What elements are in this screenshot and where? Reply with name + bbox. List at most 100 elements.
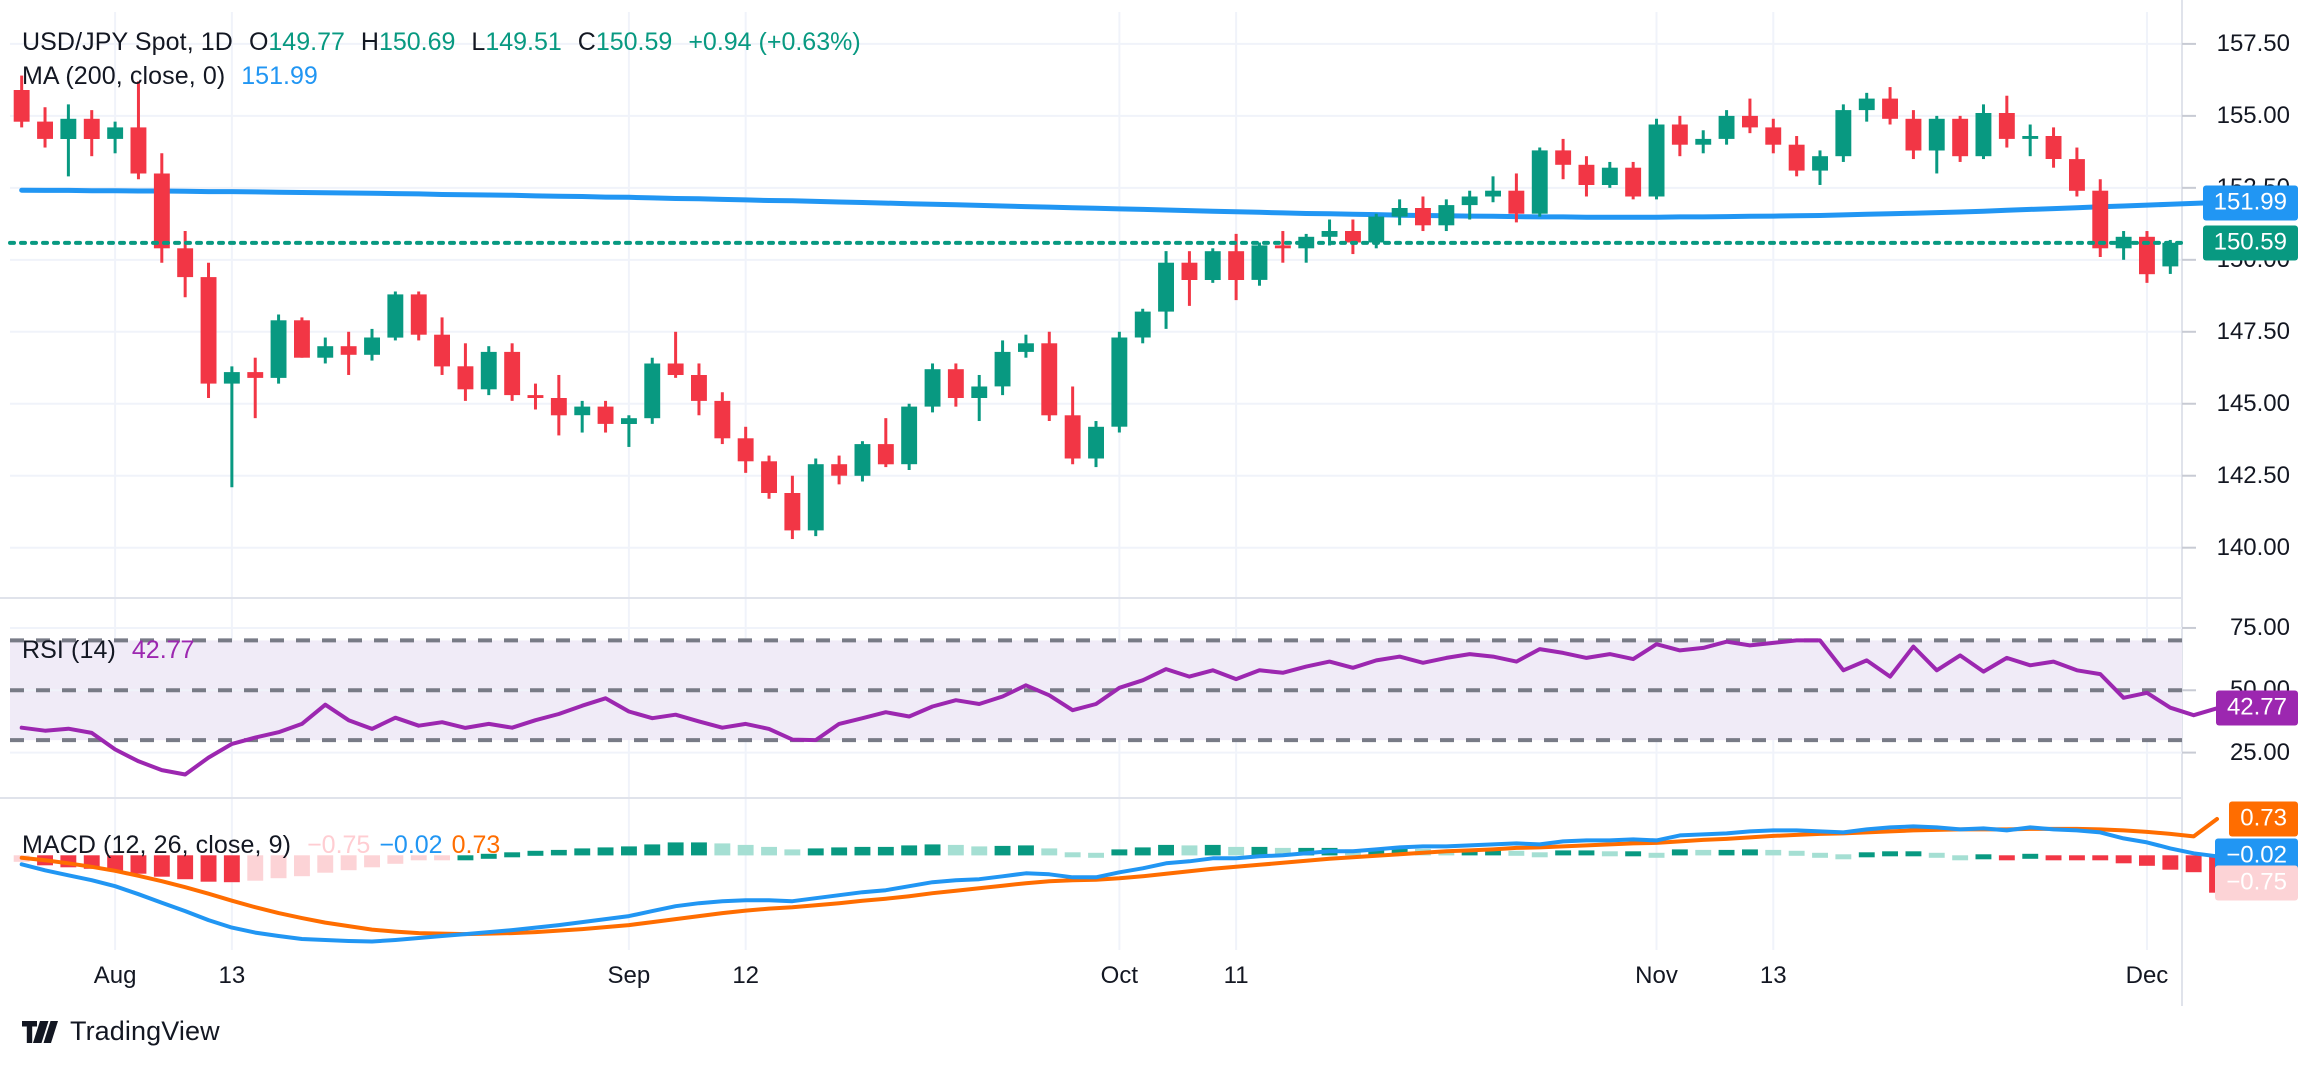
- candle-body[interactable]: [1578, 164, 1595, 185]
- candle-body[interactable]: [1695, 138, 1712, 145]
- candle-body[interactable]: [737, 438, 754, 462]
- candle-body[interactable]: [1438, 205, 1455, 226]
- candle-body[interactable]: [1905, 118, 1922, 151]
- candle-body[interactable]: [2022, 136, 2039, 139]
- candle-body[interactable]: [1788, 144, 1805, 171]
- ma-legend-row[interactable]: MA (200, close, 0) 151.99: [22, 62, 861, 91]
- candle-body[interactable]: [714, 400, 731, 439]
- candle-body[interactable]: [1274, 245, 1291, 249]
- candle-body[interactable]: [1251, 245, 1268, 280]
- candle-body[interactable]: [2139, 236, 2155, 275]
- candle-body[interactable]: [597, 406, 614, 424]
- candle-body[interactable]: [223, 372, 240, 384]
- candle-body[interactable]: [1812, 156, 1828, 171]
- candle-body[interactable]: [971, 386, 988, 399]
- macd-indicator-label[interactable]: MACD (12, 26, close, 9): [22, 831, 292, 859]
- rsi-value-badge[interactable]: 42.77: [2215, 690, 2298, 726]
- candle-body[interactable]: [1345, 231, 1361, 243]
- candle-body[interactable]: [2092, 190, 2109, 249]
- candle-body[interactable]: [60, 118, 77, 139]
- candle-body[interactable]: [924, 369, 941, 407]
- candle-body[interactable]: [807, 464, 824, 531]
- candle-body[interactable]: [1134, 311, 1151, 338]
- candle-body[interactable]: [1415, 208, 1431, 226]
- rsi-indicator-label[interactable]: RSI (14): [22, 636, 116, 664]
- candle-body[interactable]: [410, 294, 427, 335]
- tradingview-footer-logo[interactable]: TradingView: [22, 1016, 220, 1047]
- candle-body[interactable]: [854, 444, 871, 476]
- candle-body[interactable]: [107, 127, 124, 139]
- candle-body[interactable]: [1671, 124, 1688, 145]
- candle-body[interactable]: [1648, 124, 1665, 197]
- candle-body[interactable]: [317, 346, 334, 358]
- macd-pane-legend[interactable]: MACD (12, 26, close, 9) −0.75 −0.02 0.73: [22, 831, 500, 860]
- candle-body[interactable]: [1601, 167, 1618, 185]
- candle-body[interactable]: [1204, 251, 1221, 280]
- candle-body[interactable]: [994, 351, 1011, 387]
- candle-body[interactable]: [1018, 343, 1034, 352]
- candle-body[interactable]: [247, 372, 264, 378]
- candle-body[interactable]: [1321, 231, 1338, 237]
- candle-body[interactable]: [1975, 113, 1992, 157]
- price-legend-row-ohlc[interactable]: USD/JPY Spot, 1D O149.77 H150.69 L149.51 C15…: [22, 28, 861, 57]
- candle-body[interactable]: [1835, 110, 1852, 157]
- candle-body[interactable]: [691, 375, 707, 401]
- candle-body[interactable]: [621, 418, 637, 424]
- candle-body[interactable]: [387, 294, 404, 338]
- candle-body[interactable]: [364, 337, 380, 355]
- candle-body[interactable]: [504, 351, 521, 396]
- candle-body[interactable]: [761, 461, 777, 493]
- symbol-title[interactable]: USD/JPY Spot, 1D: [22, 28, 233, 56]
- right-price-scale[interactable]: 157.50155.00152.50150.00147.50145.00142.…: [2182, 0, 2304, 1066]
- candle-body[interactable]: [1228, 251, 1245, 280]
- candle-body[interactable]: [200, 277, 217, 384]
- candle-body[interactable]: [177, 248, 194, 278]
- candle-body[interactable]: [1368, 216, 1385, 243]
- candle-body[interactable]: [1952, 118, 1969, 157]
- candle-body[interactable]: [1998, 113, 2015, 139]
- candle-body[interactable]: [1111, 337, 1128, 427]
- rsi-pane-legend[interactable]: RSI (14) 42.77: [22, 636, 194, 665]
- candle-body[interactable]: [434, 334, 450, 367]
- candle-body[interactable]: [667, 363, 684, 376]
- candle-body[interactable]: [1882, 98, 1898, 119]
- candle-body[interactable]: [1765, 127, 1782, 145]
- candle-body[interactable]: [270, 320, 287, 378]
- ma-indicator-label[interactable]: MA (200, close, 0): [22, 62, 226, 90]
- candle-body[interactable]: [1391, 208, 1408, 217]
- macd-signal-badge[interactable]: 0.73: [2229, 801, 2298, 837]
- candle-body[interactable]: [83, 118, 100, 139]
- candle-body[interactable]: [153, 173, 170, 249]
- candle-body[interactable]: [1088, 426, 1104, 459]
- candle-body[interactable]: [2162, 242, 2179, 267]
- candle-body[interactable]: [831, 464, 848, 476]
- candle-body[interactable]: [457, 366, 474, 390]
- last-price-badge[interactable]: 150.59: [2202, 225, 2298, 261]
- candle-body[interactable]: [784, 493, 801, 531]
- candle-body[interactable]: [1742, 115, 1758, 128]
- candle-body[interactable]: [574, 406, 591, 416]
- ma-price-badge[interactable]: 151.99: [2202, 185, 2298, 221]
- candle-body[interactable]: [901, 406, 918, 465]
- candle-body[interactable]: [1461, 196, 1478, 206]
- candle-body[interactable]: [1531, 150, 1548, 214]
- candle-body[interactable]: [1158, 262, 1174, 312]
- macd-histogram-badge[interactable]: −0.75: [2215, 865, 2298, 901]
- candle-body[interactable]: [1485, 190, 1501, 197]
- candle-body[interactable]: [13, 90, 30, 122]
- candle-body[interactable]: [527, 395, 544, 398]
- time-axis[interactable]: Aug 13 Sep 12 Oct 11 Nov 13 Dec: [0, 962, 2182, 1006]
- candle-body[interactable]: [1181, 262, 1198, 280]
- candle-body[interactable]: [37, 121, 53, 139]
- candle-body[interactable]: [130, 127, 147, 174]
- candle-body[interactable]: [294, 320, 310, 358]
- candle-body[interactable]: [340, 346, 357, 355]
- candle-body[interactable]: [1508, 190, 1525, 214]
- candle-body[interactable]: [877, 444, 894, 465]
- candle-body[interactable]: [1625, 167, 1642, 197]
- candle-body[interactable]: [2069, 159, 2085, 191]
- candle-body[interactable]: [1928, 118, 1945, 151]
- candle-body[interactable]: [644, 363, 661, 419]
- candle-body[interactable]: [1718, 115, 1735, 139]
